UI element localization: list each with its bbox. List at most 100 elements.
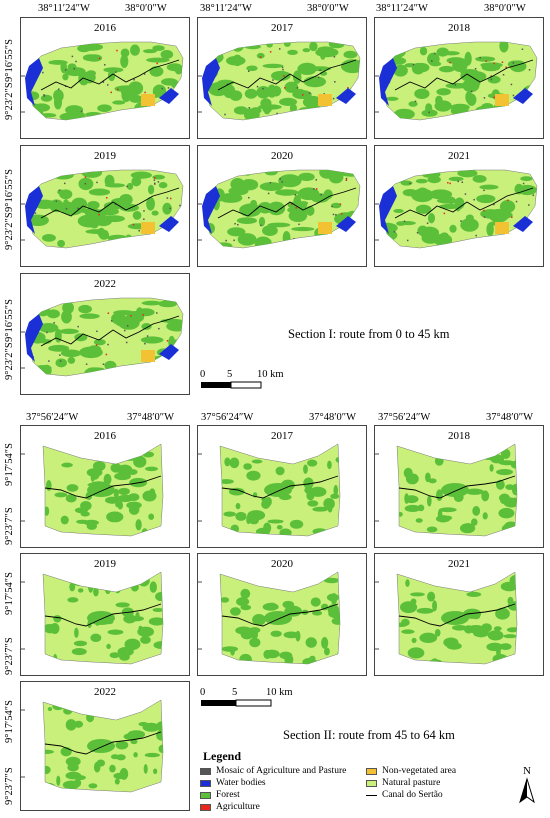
forest-patch: [162, 202, 172, 215]
mosaic-patch: [123, 372, 125, 374]
forest-patch: [43, 765, 51, 775]
mosaic-patch: [332, 97, 335, 100]
legend-item-mosaic: Mosaic of Agriculture and Pasture: [200, 766, 346, 776]
agriculture-patch: [84, 176, 87, 178]
forest-patch: [87, 483, 115, 497]
forest-patch: [410, 592, 425, 597]
agriculture-patch: [95, 344, 98, 346]
agriculture-patch: [284, 87, 286, 89]
forest-patch: [511, 483, 517, 496]
forest-patch: [508, 106, 522, 117]
section2-caption: Section II: route from 45 to 64 km: [283, 728, 455, 742]
forest-patch: [151, 657, 163, 664]
forest-patch: [400, 180, 413, 186]
mosaic-patch: [77, 207, 79, 210]
forest-patch: [438, 507, 457, 513]
north-arrow-icon: N: [516, 766, 538, 806]
year-label: 2019: [94, 558, 116, 570]
mosaic-patch: [42, 71, 44, 74]
forest-patch: [66, 484, 79, 492]
non-vegetated-patch: [318, 222, 332, 234]
mosaic-patch: [73, 67, 76, 70]
forest-patch: [106, 242, 131, 248]
legend-label: Non-vegetated area: [382, 766, 457, 776]
forest-patch: [235, 511, 247, 521]
forest-patch: [60, 515, 69, 525]
forest-patch: [507, 596, 514, 605]
forest-patch: [317, 233, 335, 242]
forest-patch: [527, 225, 537, 233]
mosaic-patch: [320, 193, 322, 196]
s1-lon-right-col1: 38°0′0″W: [125, 3, 167, 14]
mosaic-patch: [393, 231, 396, 233]
mosaic-patch: [294, 194, 297, 196]
agriculture-patch: [493, 96, 496, 99]
forest-patch: [401, 629, 415, 634]
forest-patch: [426, 526, 438, 533]
forest-patch: [79, 313, 100, 319]
forest-patch: [509, 574, 517, 587]
forest-patch: [87, 739, 115, 753]
forest-patch: [122, 366, 141, 376]
agriculture-patch: [347, 87, 349, 89]
year-label: 2016: [94, 430, 116, 442]
forest-patch: [438, 65, 455, 73]
year-label: 2016: [94, 22, 116, 34]
forest-patch: [244, 108, 252, 120]
forest-patch: [103, 201, 122, 211]
mosaic-patch: [146, 335, 149, 337]
forest-patch: [417, 504, 425, 512]
forest-patch: [120, 54, 129, 68]
forest-patch: [264, 649, 280, 659]
land-use-map: [21, 297, 184, 377]
agriculture-patch: [98, 213, 100, 216]
mosaic-patch: [224, 113, 226, 116]
forest-patch: [87, 200, 100, 210]
forest-patch: [284, 653, 294, 664]
mosaic-patch: [412, 63, 415, 66]
forest-patch: [92, 461, 106, 472]
forest-patch: [343, 237, 360, 248]
forest-patch: [291, 226, 315, 232]
land-use-map: [198, 169, 361, 249]
forest-patch: [289, 519, 304, 529]
forest-patch: [283, 631, 299, 639]
agriculture-patch: [340, 212, 343, 215]
map-panel-s1-2020: 2020: [197, 145, 367, 267]
forest-patch: [472, 174, 487, 183]
forest-patch: [160, 49, 174, 59]
forest-patch: [33, 298, 47, 307]
forest-patch: [65, 756, 81, 767]
forest-patch: [405, 473, 419, 485]
forest-patch: [123, 732, 142, 741]
mosaic-patch: [77, 325, 79, 328]
forest-patch: [343, 50, 358, 59]
forest-patch: [252, 613, 266, 626]
forest-patch: [135, 519, 142, 531]
mosaic-patch: [102, 81, 105, 83]
mosaic-patch: [406, 239, 409, 242]
forest-patch: [476, 194, 496, 204]
forest-patch: [229, 90, 243, 101]
forest-patch: [287, 49, 298, 55]
forest-patch: [479, 184, 499, 190]
forest-patch: [54, 492, 68, 498]
forest-patch: [220, 479, 234, 484]
s2-lat-top-row2: 9°17′54″S: [4, 572, 15, 615]
forest-patch: [227, 227, 246, 237]
forest-patch: [130, 171, 152, 179]
forest-patch: [126, 310, 145, 323]
mosaic-patch: [345, 177, 348, 180]
forest-patch: [146, 57, 170, 63]
forest-patch: [141, 528, 148, 536]
mosaic-patch: [143, 218, 145, 220]
forest-patch: [163, 236, 171, 241]
forest-patch: [462, 523, 475, 533]
forest-patch: [303, 76, 327, 88]
forest-patch: [106, 643, 111, 650]
agriculture-patch: [107, 312, 110, 314]
forest-patch: [474, 241, 497, 247]
forest-patch: [397, 511, 403, 517]
forest-patch: [257, 204, 272, 213]
forest-patch: [151, 784, 163, 792]
